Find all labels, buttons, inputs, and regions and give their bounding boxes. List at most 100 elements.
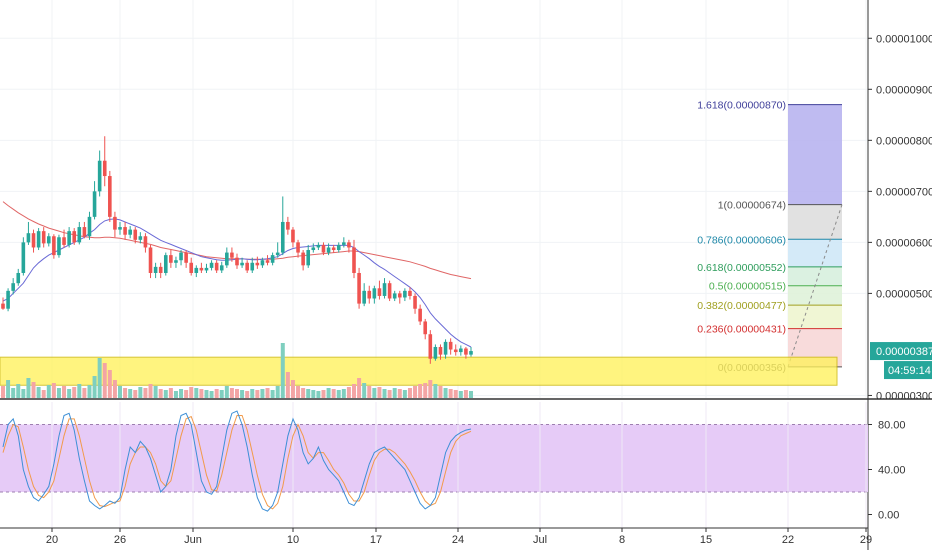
candle-body bbox=[72, 231, 77, 243]
time-tick-label: 10 bbox=[287, 534, 299, 546]
candle-body bbox=[169, 255, 173, 263]
candle-body bbox=[97, 160, 102, 192]
time-tick-label: Jul bbox=[533, 534, 547, 546]
volume-bar bbox=[372, 388, 377, 398]
candle-body bbox=[260, 260, 265, 266]
candle-body bbox=[347, 242, 351, 248]
volume-bar bbox=[36, 387, 41, 398]
candle-body bbox=[428, 334, 433, 359]
volume-bar bbox=[397, 389, 402, 398]
candle-body bbox=[163, 255, 168, 273]
candle-body bbox=[108, 176, 112, 217]
osc-tick-label: 40.00 bbox=[878, 465, 906, 477]
volume-bar bbox=[11, 388, 16, 398]
candle-body bbox=[113, 216, 117, 230]
candle-body bbox=[219, 265, 224, 271]
volume-bar bbox=[72, 387, 77, 398]
volume-bar bbox=[102, 363, 107, 398]
countdown-label: 04:59:14 bbox=[888, 365, 931, 377]
stoch-d-line bbox=[2, 415, 472, 510]
volume-bar bbox=[316, 391, 321, 398]
volume-bar bbox=[448, 389, 453, 398]
price-tick-label: 0.00000300 bbox=[876, 390, 932, 402]
candle-body bbox=[158, 266, 163, 273]
osc-tick-label: 80.00 bbox=[878, 420, 906, 432]
candle-body bbox=[418, 308, 422, 322]
candle-body bbox=[372, 288, 377, 299]
candle-body bbox=[138, 236, 143, 240]
fib-zone bbox=[788, 285, 842, 306]
candle-body bbox=[26, 233, 31, 243]
candle-body bbox=[52, 236, 56, 256]
candle-body bbox=[286, 221, 290, 230]
volume-bar bbox=[336, 390, 341, 398]
candle-body bbox=[11, 283, 15, 291]
time-axis[interactable]: 20 26 Jun 10 17 24 Jul 8 15 22 29 bbox=[46, 528, 872, 546]
volume-bar bbox=[224, 386, 229, 398]
candle-body bbox=[469, 351, 473, 355]
volume-bar bbox=[407, 388, 412, 398]
volume-bar bbox=[392, 388, 397, 398]
volume-bar bbox=[240, 390, 245, 398]
candle-body bbox=[123, 227, 127, 235]
volume-bar bbox=[270, 390, 275, 398]
candle-body bbox=[46, 236, 51, 244]
volume-bar bbox=[77, 384, 82, 398]
candle-body bbox=[143, 236, 148, 248]
fib-level-label: 0.5(0.00000515) bbox=[709, 281, 786, 293]
candle-body bbox=[204, 267, 209, 271]
volume-bar bbox=[214, 389, 219, 398]
candle-body bbox=[92, 191, 97, 217]
stochastic-pane[interactable] bbox=[0, 402, 868, 528]
candle-body bbox=[331, 247, 336, 251]
price-axis[interactable]: 0.00001000 0.00000900 0.00000800 0.00000700… bbox=[868, 33, 932, 402]
main-grid bbox=[0, 0, 868, 398]
candle-body bbox=[16, 272, 21, 284]
fib-zone bbox=[788, 266, 842, 286]
last-price-box bbox=[870, 342, 932, 361]
time-tick-label: 29 bbox=[860, 534, 872, 546]
volume-bar bbox=[92, 376, 97, 398]
fib-level-label: 0.786(0.00000606) bbox=[697, 234, 786, 246]
volume-bar bbox=[250, 389, 255, 398]
main-pane[interactable] bbox=[0, 0, 868, 398]
candle-body bbox=[133, 229, 138, 240]
candle-body bbox=[57, 237, 61, 256]
oscillator-axis[interactable]: 80.00 40.00 0.00 bbox=[868, 420, 906, 522]
candle-body bbox=[36, 231, 41, 248]
volume-bars bbox=[1, 343, 473, 398]
candle-body bbox=[118, 227, 122, 230]
volume-bar bbox=[56, 388, 61, 398]
candle-body bbox=[77, 227, 82, 243]
volume-bar bbox=[377, 387, 382, 398]
volume-bar bbox=[260, 389, 265, 398]
candle-body bbox=[306, 250, 311, 266]
candle-body bbox=[352, 247, 356, 273]
price-tick-label: 0.00000900 bbox=[876, 84, 932, 96]
volume-bar bbox=[280, 343, 285, 398]
candle-body bbox=[413, 295, 417, 309]
volume-bar bbox=[362, 383, 367, 398]
volume-bar bbox=[133, 390, 138, 398]
candle-body bbox=[245, 262, 249, 271]
fibonacci-retracement[interactable]: 1.618(0.00000870) 1(0.00000674) 0.786(0.00… bbox=[0, 100, 843, 386]
candle-body bbox=[67, 231, 71, 245]
candlesticks bbox=[1, 136, 473, 364]
fib-level-label: 0.382(0.00000477) bbox=[697, 300, 786, 312]
last-price-tag: 0.00000387 04:59:14 bbox=[870, 342, 932, 380]
price-tick-label: 0.00001000 bbox=[876, 33, 932, 45]
candle-body bbox=[301, 252, 305, 266]
candle-body bbox=[438, 346, 443, 355]
fib-zone bbox=[788, 104, 842, 205]
volume-bar bbox=[326, 388, 331, 398]
candle-body bbox=[387, 283, 392, 299]
volume-bar bbox=[285, 372, 290, 398]
volume-bar bbox=[306, 389, 311, 398]
stoch-k-line bbox=[2, 410, 472, 512]
volume-bar bbox=[97, 358, 102, 398]
volume-bar bbox=[31, 382, 36, 398]
volume-bar bbox=[128, 389, 133, 398]
volume-bar bbox=[357, 378, 362, 398]
volume-bar bbox=[402, 390, 407, 398]
